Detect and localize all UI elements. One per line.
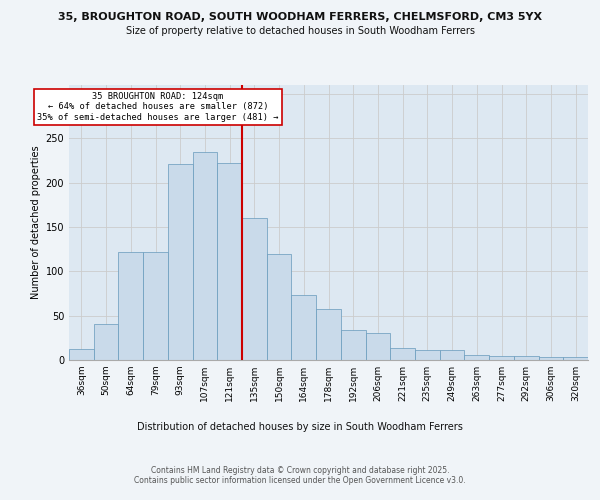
Bar	[365, 334, 390, 360]
Bar	[267, 254, 292, 360]
Bar	[415, 350, 440, 360]
Text: Contains HM Land Registry data © Crown copyright and database right 2025.
Contai: Contains HM Land Registry data © Crown c…	[134, 466, 466, 485]
Bar	[118, 252, 143, 360]
Text: 35 BROUGHTON ROAD: 124sqm
← 64% of detached houses are smaller (872)
35% of semi: 35 BROUGHTON ROAD: 124sqm ← 64% of detac…	[37, 92, 279, 122]
Bar	[94, 324, 118, 360]
Bar	[292, 295, 316, 360]
Bar	[563, 358, 588, 360]
Bar	[514, 356, 539, 360]
Bar	[440, 350, 464, 360]
Bar	[193, 152, 217, 360]
Text: Size of property relative to detached houses in South Woodham Ferrers: Size of property relative to detached ho…	[125, 26, 475, 36]
Bar	[69, 350, 94, 360]
Bar	[316, 310, 341, 360]
Bar	[143, 252, 168, 360]
Text: Distribution of detached houses by size in South Woodham Ferrers: Distribution of detached houses by size …	[137, 422, 463, 432]
Text: 35, BROUGHTON ROAD, SOUTH WOODHAM FERRERS, CHELMSFORD, CM3 5YX: 35, BROUGHTON ROAD, SOUTH WOODHAM FERRER…	[58, 12, 542, 22]
Bar	[390, 348, 415, 360]
Bar	[168, 164, 193, 360]
Bar	[242, 218, 267, 360]
Y-axis label: Number of detached properties: Number of detached properties	[31, 146, 41, 300]
Bar	[489, 356, 514, 360]
Bar	[464, 354, 489, 360]
Bar	[217, 163, 242, 360]
Bar	[341, 330, 365, 360]
Bar	[539, 358, 563, 360]
